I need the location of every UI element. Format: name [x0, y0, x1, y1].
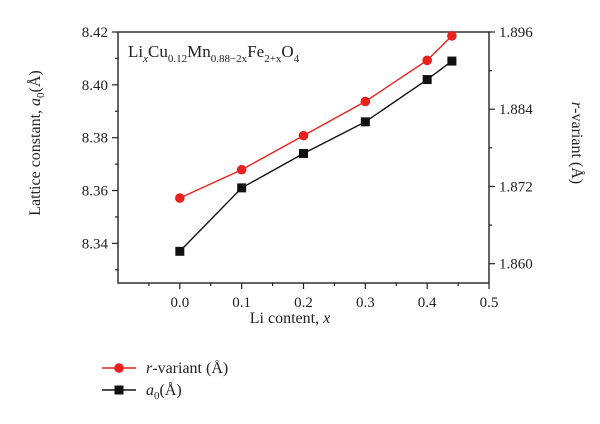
legend-r_variant-marker: [114, 363, 124, 373]
legend-a0-label: a0(Å): [146, 381, 182, 402]
a0-point: [175, 247, 184, 256]
r_variant-point: [299, 131, 309, 141]
left-y-tick-label: 8.38: [82, 131, 108, 147]
left-y-tick-label: 8.40: [82, 78, 108, 94]
right-y-tick-label: 1.884: [499, 102, 533, 118]
r_variant-point: [175, 193, 185, 203]
r_variant-point: [422, 56, 432, 66]
right-y-axis-title: r-variant (Å): [568, 102, 586, 184]
a0-point: [361, 117, 370, 126]
x-axis-ticks: 0.0 0.1 0.2 0.3 0.4 0.5: [149, 283, 498, 311]
x-tick-label: 0.5: [480, 295, 499, 311]
left-y-tick-label: 8.42: [82, 25, 108, 41]
r_variant-point: [447, 31, 457, 41]
legend: r-variant (Å) a0(Å): [102, 359, 228, 402]
right-y-tick-label: 1.860: [499, 257, 533, 273]
left-y-axis-title: Lattice constant, a0(Å): [26, 70, 47, 215]
r_variant-point: [361, 97, 371, 107]
x-tick-label: 0.1: [232, 295, 251, 311]
x-tick-label: 0.0: [170, 295, 189, 311]
right-y-tick-label: 1.872: [499, 179, 533, 195]
a0-point: [237, 183, 246, 192]
lattice-constant-chart: 0.0 0.1 0.2 0.3 0.4 0.5 8.348.368.388.408.42 …: [0, 0, 600, 424]
legend-r_variant-label: r-variant (Å): [146, 359, 228, 377]
legend-a0-marker: [115, 386, 124, 395]
x-axis-title: Li content, x: [250, 310, 330, 327]
left-y-axis-ticks: 8.34 8.36 8.38 8.40 8.42: [82, 25, 118, 270]
a0-point: [447, 57, 456, 66]
x-tick-label: 0.2: [294, 295, 313, 311]
x-tick-label: 0.3: [356, 295, 375, 311]
a0-point: [423, 75, 432, 84]
a0-point: [299, 149, 308, 158]
x-tick-label: 0.4: [418, 295, 437, 311]
left-y-tick-label: 8.34: [82, 236, 109, 252]
left-y-tick-label: 8.36: [82, 184, 109, 200]
r_variant-point: [237, 165, 247, 175]
formula-annotation: LixCu0.12Mn0.88−2xFe2+xO4: [128, 42, 300, 65]
a0-line: [180, 61, 452, 251]
right-y-axis-ticks: 1.860 1.872 1.884 1.896: [489, 25, 533, 273]
right-y-tick-label: 1.896: [499, 25, 533, 41]
